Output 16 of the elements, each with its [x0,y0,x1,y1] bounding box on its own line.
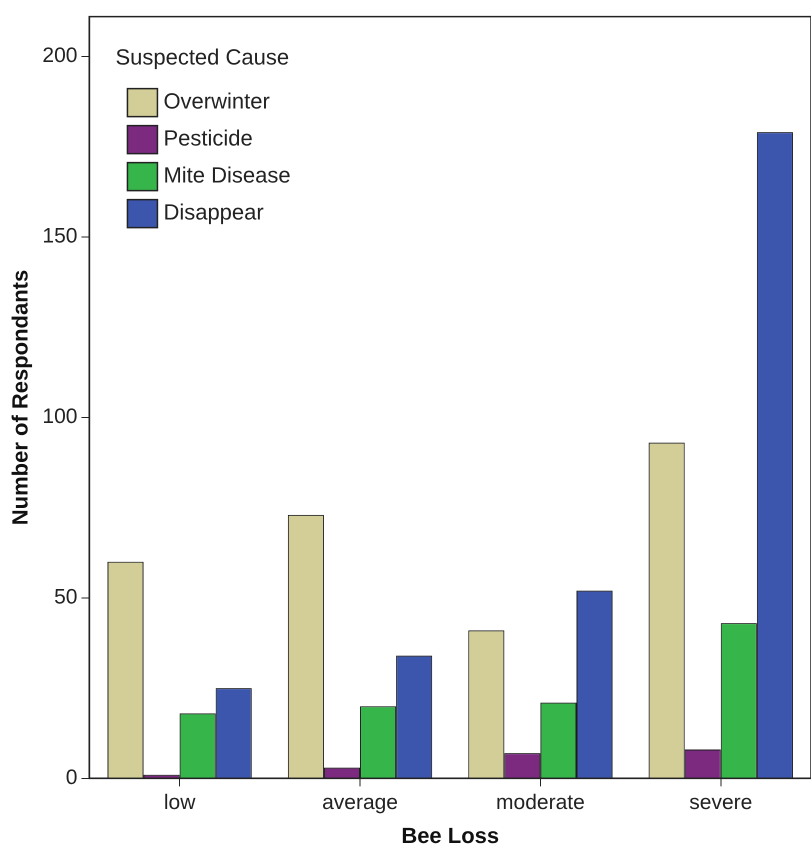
y-tick-label: 200 [42,44,78,68]
y-tick-label: 150 [42,224,78,248]
legend-label: Disappear [163,200,264,225]
legend-label: Pesticide [163,126,253,151]
legend-label: Overwinter [163,88,270,114]
x-tick-label: average [322,790,398,814]
legend-label: Mite Disease [163,162,291,188]
x-tick-label: low [164,790,196,814]
x-axis-title: Bee Loss [401,822,500,848]
x-tick-label: severe [689,790,752,814]
x-tick-label: moderate [496,790,585,814]
y-tick-label: 0 [66,766,78,790]
y-tick-label: 50 [54,586,78,609]
y-tick-label: 100 [42,405,78,428]
y-axis-title: Number of Respondants [7,270,32,526]
legend-title: Suspected Cause [115,44,290,70]
